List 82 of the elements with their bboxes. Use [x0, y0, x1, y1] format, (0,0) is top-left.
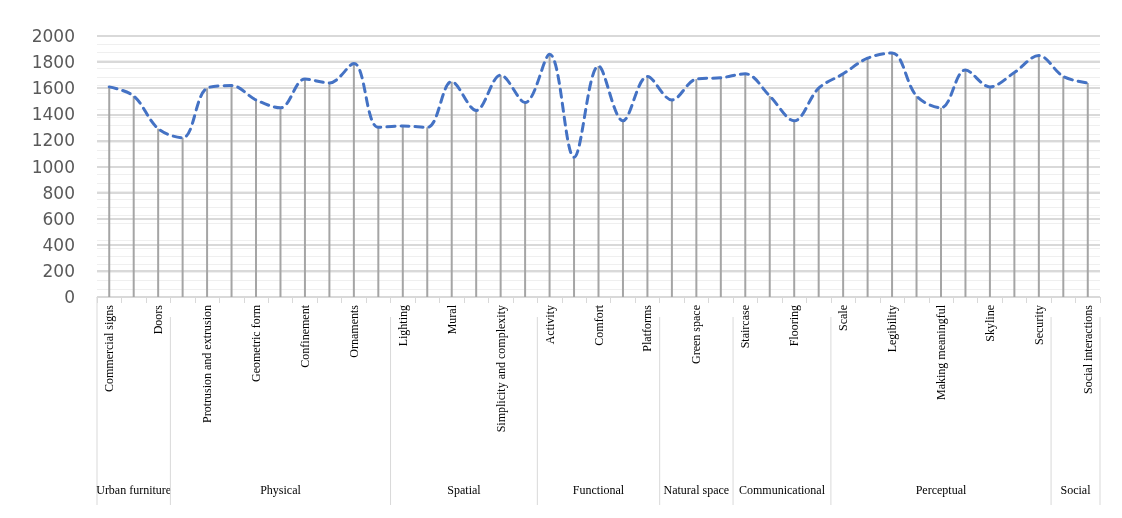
bar	[939, 107, 942, 297]
bar	[817, 88, 820, 297]
bar	[279, 107, 282, 297]
y-tick-label: 1400	[31, 104, 75, 125]
bar	[793, 120, 796, 297]
y-tick-label: 1000	[31, 156, 75, 177]
x-tick-label: Ornaments	[346, 304, 361, 358]
y-tick-label: 1800	[31, 52, 75, 73]
bar	[352, 63, 355, 297]
x-tick-label: Doors	[151, 304, 166, 335]
y-tick-label: 1600	[31, 78, 75, 99]
text: Spatial	[447, 483, 482, 497]
y-tick-label: 0	[64, 287, 75, 307]
text: Social	[1060, 483, 1092, 497]
bar	[597, 66, 600, 297]
y-tick-label: 600	[42, 208, 75, 229]
bar	[181, 137, 184, 297]
bar	[475, 110, 478, 297]
bar	[255, 99, 258, 297]
bar	[842, 73, 845, 297]
bar	[303, 79, 306, 297]
y-tick-label: 1200	[31, 130, 75, 151]
bar	[377, 127, 380, 297]
bar	[450, 81, 453, 297]
bar	[132, 96, 135, 297]
x-tick-label: Flooring	[787, 305, 802, 347]
y-tick-label: 800	[42, 182, 75, 203]
bar	[1062, 76, 1065, 297]
x-tick-label: Mural	[444, 304, 459, 335]
x-tick-label: Staircase	[738, 305, 753, 349]
bar	[744, 73, 747, 297]
x-tick-label: Confinement	[297, 304, 312, 368]
bar	[157, 128, 160, 297]
x-tick-label: Platforms	[640, 304, 655, 352]
bar	[230, 85, 233, 297]
text: Perceptual	[915, 483, 967, 497]
x-tick-label: Lighting	[395, 305, 410, 347]
text: Functional	[572, 483, 625, 497]
y-tick-label: 200	[42, 260, 75, 281]
bar	[573, 157, 576, 297]
text: Physical	[260, 483, 302, 497]
text: Urban furniture	[96, 483, 172, 497]
y-tick-label: 400	[42, 234, 75, 255]
bar	[426, 127, 429, 297]
bar	[1013, 72, 1016, 297]
bar	[206, 88, 209, 297]
bar	[401, 126, 404, 297]
bar	[524, 102, 527, 297]
bar	[670, 99, 673, 297]
y-tick-label: 2000	[31, 26, 75, 46]
bar	[866, 58, 869, 297]
x-tick-label: Making meaningful	[933, 304, 948, 400]
bar	[695, 79, 698, 297]
x-tick-label: Skyline	[982, 305, 997, 342]
bar	[964, 69, 967, 297]
x-tick-label: Geometric form	[249, 304, 264, 382]
x-tick-label: Social interactions	[1080, 304, 1095, 394]
x-tick-label: Security	[1031, 305, 1046, 345]
x-tick-label: Green space	[689, 305, 704, 364]
bar	[915, 96, 918, 297]
x-tick-label: Scale	[836, 305, 851, 331]
x-tick-label: Legibility	[885, 305, 900, 353]
bar	[499, 75, 502, 297]
bar	[719, 77, 722, 297]
bar	[328, 82, 331, 297]
bar	[646, 76, 649, 297]
x-tick-label: Comfort	[591, 304, 606, 346]
bar	[1086, 82, 1089, 297]
bar	[891, 52, 894, 297]
x-tick-label: Activity	[542, 305, 557, 345]
text: Natural space	[663, 483, 730, 497]
x-tick-label: Commercial signs	[102, 304, 117, 392]
bar	[621, 120, 624, 297]
bar	[108, 86, 111, 297]
bar	[768, 96, 771, 297]
x-tick-label: Protrusion and extrusion	[200, 305, 215, 423]
bar	[1037, 55, 1040, 297]
text: Communicational	[738, 483, 826, 497]
x-tick-label: Simplicity and complexity	[493, 305, 508, 433]
line-series	[107, 51, 1090, 159]
bar	[988, 86, 991, 297]
bar	[548, 54, 551, 297]
